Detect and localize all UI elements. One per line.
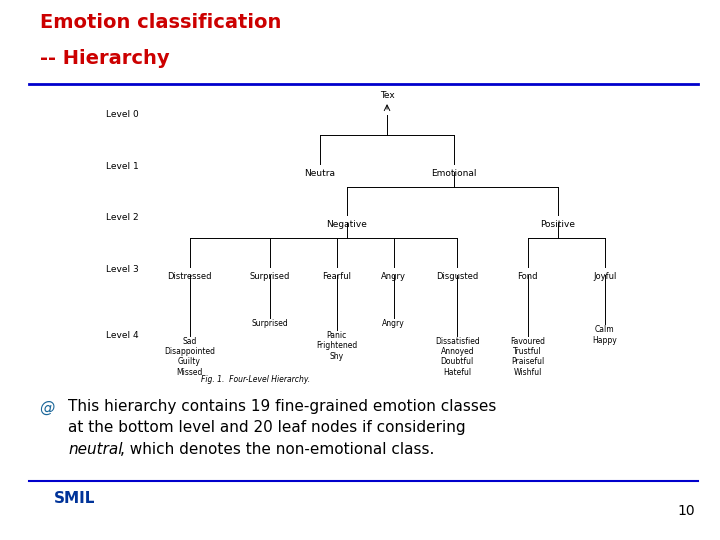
Text: SMIL: SMIL [54,491,95,507]
Text: Angry: Angry [381,272,406,281]
Text: Tex: Tex [379,91,395,100]
Text: Level 0: Level 0 [106,110,138,119]
Text: Calm
Happy: Calm Happy [593,325,617,345]
Text: -- Hierarchy: -- Hierarchy [40,49,169,68]
Text: Surprised: Surprised [250,272,290,281]
Text: This hierarchy contains 19 fine-grained emotion classes: This hierarchy contains 19 fine-grained … [68,399,497,414]
Text: Fig. 1.  Four-Level Hierarchy.: Fig. 1. Four-Level Hierarchy. [201,375,310,384]
Text: Neutra: Neutra [305,169,336,178]
Text: Level 4: Level 4 [106,330,138,340]
Text: Fearful: Fearful [323,272,351,281]
Text: neutral: neutral [68,442,123,457]
Text: Distressed: Distressed [167,272,212,281]
Text: Positive: Positive [540,220,575,230]
Text: 10: 10 [678,504,695,518]
Text: Favoured
Trustful
Praiseful
Wishful: Favoured Trustful Praiseful Wishful [510,336,545,377]
Text: Surprised: Surprised [251,320,288,328]
Text: Level 3: Level 3 [106,265,138,274]
Text: Fond: Fond [518,272,538,281]
Text: Emotion classification: Emotion classification [40,14,281,32]
Text: Dissatisfied
Annoyed
Doubtful
Hateful: Dissatisfied Annoyed Doubtful Hateful [435,336,480,377]
Text: at the bottom level and 20 leaf nodes if considering: at the bottom level and 20 leaf nodes if… [68,420,466,435]
Text: Emotional: Emotional [431,169,477,178]
Text: Panic
Frightened
Shy: Panic Frightened Shy [316,331,357,361]
Text: Joyful: Joyful [593,272,616,281]
Text: Level 1: Level 1 [106,161,138,171]
Text: Angry: Angry [382,320,405,328]
Text: Sad
Disappointed
Guilty
Missed: Sad Disappointed Guilty Missed [164,336,215,377]
Text: Level 2: Level 2 [106,213,138,222]
Text: , which denotes the non-emotional class.: , which denotes the non-emotional class. [120,442,435,457]
Text: Disgusted: Disgusted [436,272,479,281]
Text: @: @ [40,400,55,415]
Text: Negative: Negative [326,220,367,230]
